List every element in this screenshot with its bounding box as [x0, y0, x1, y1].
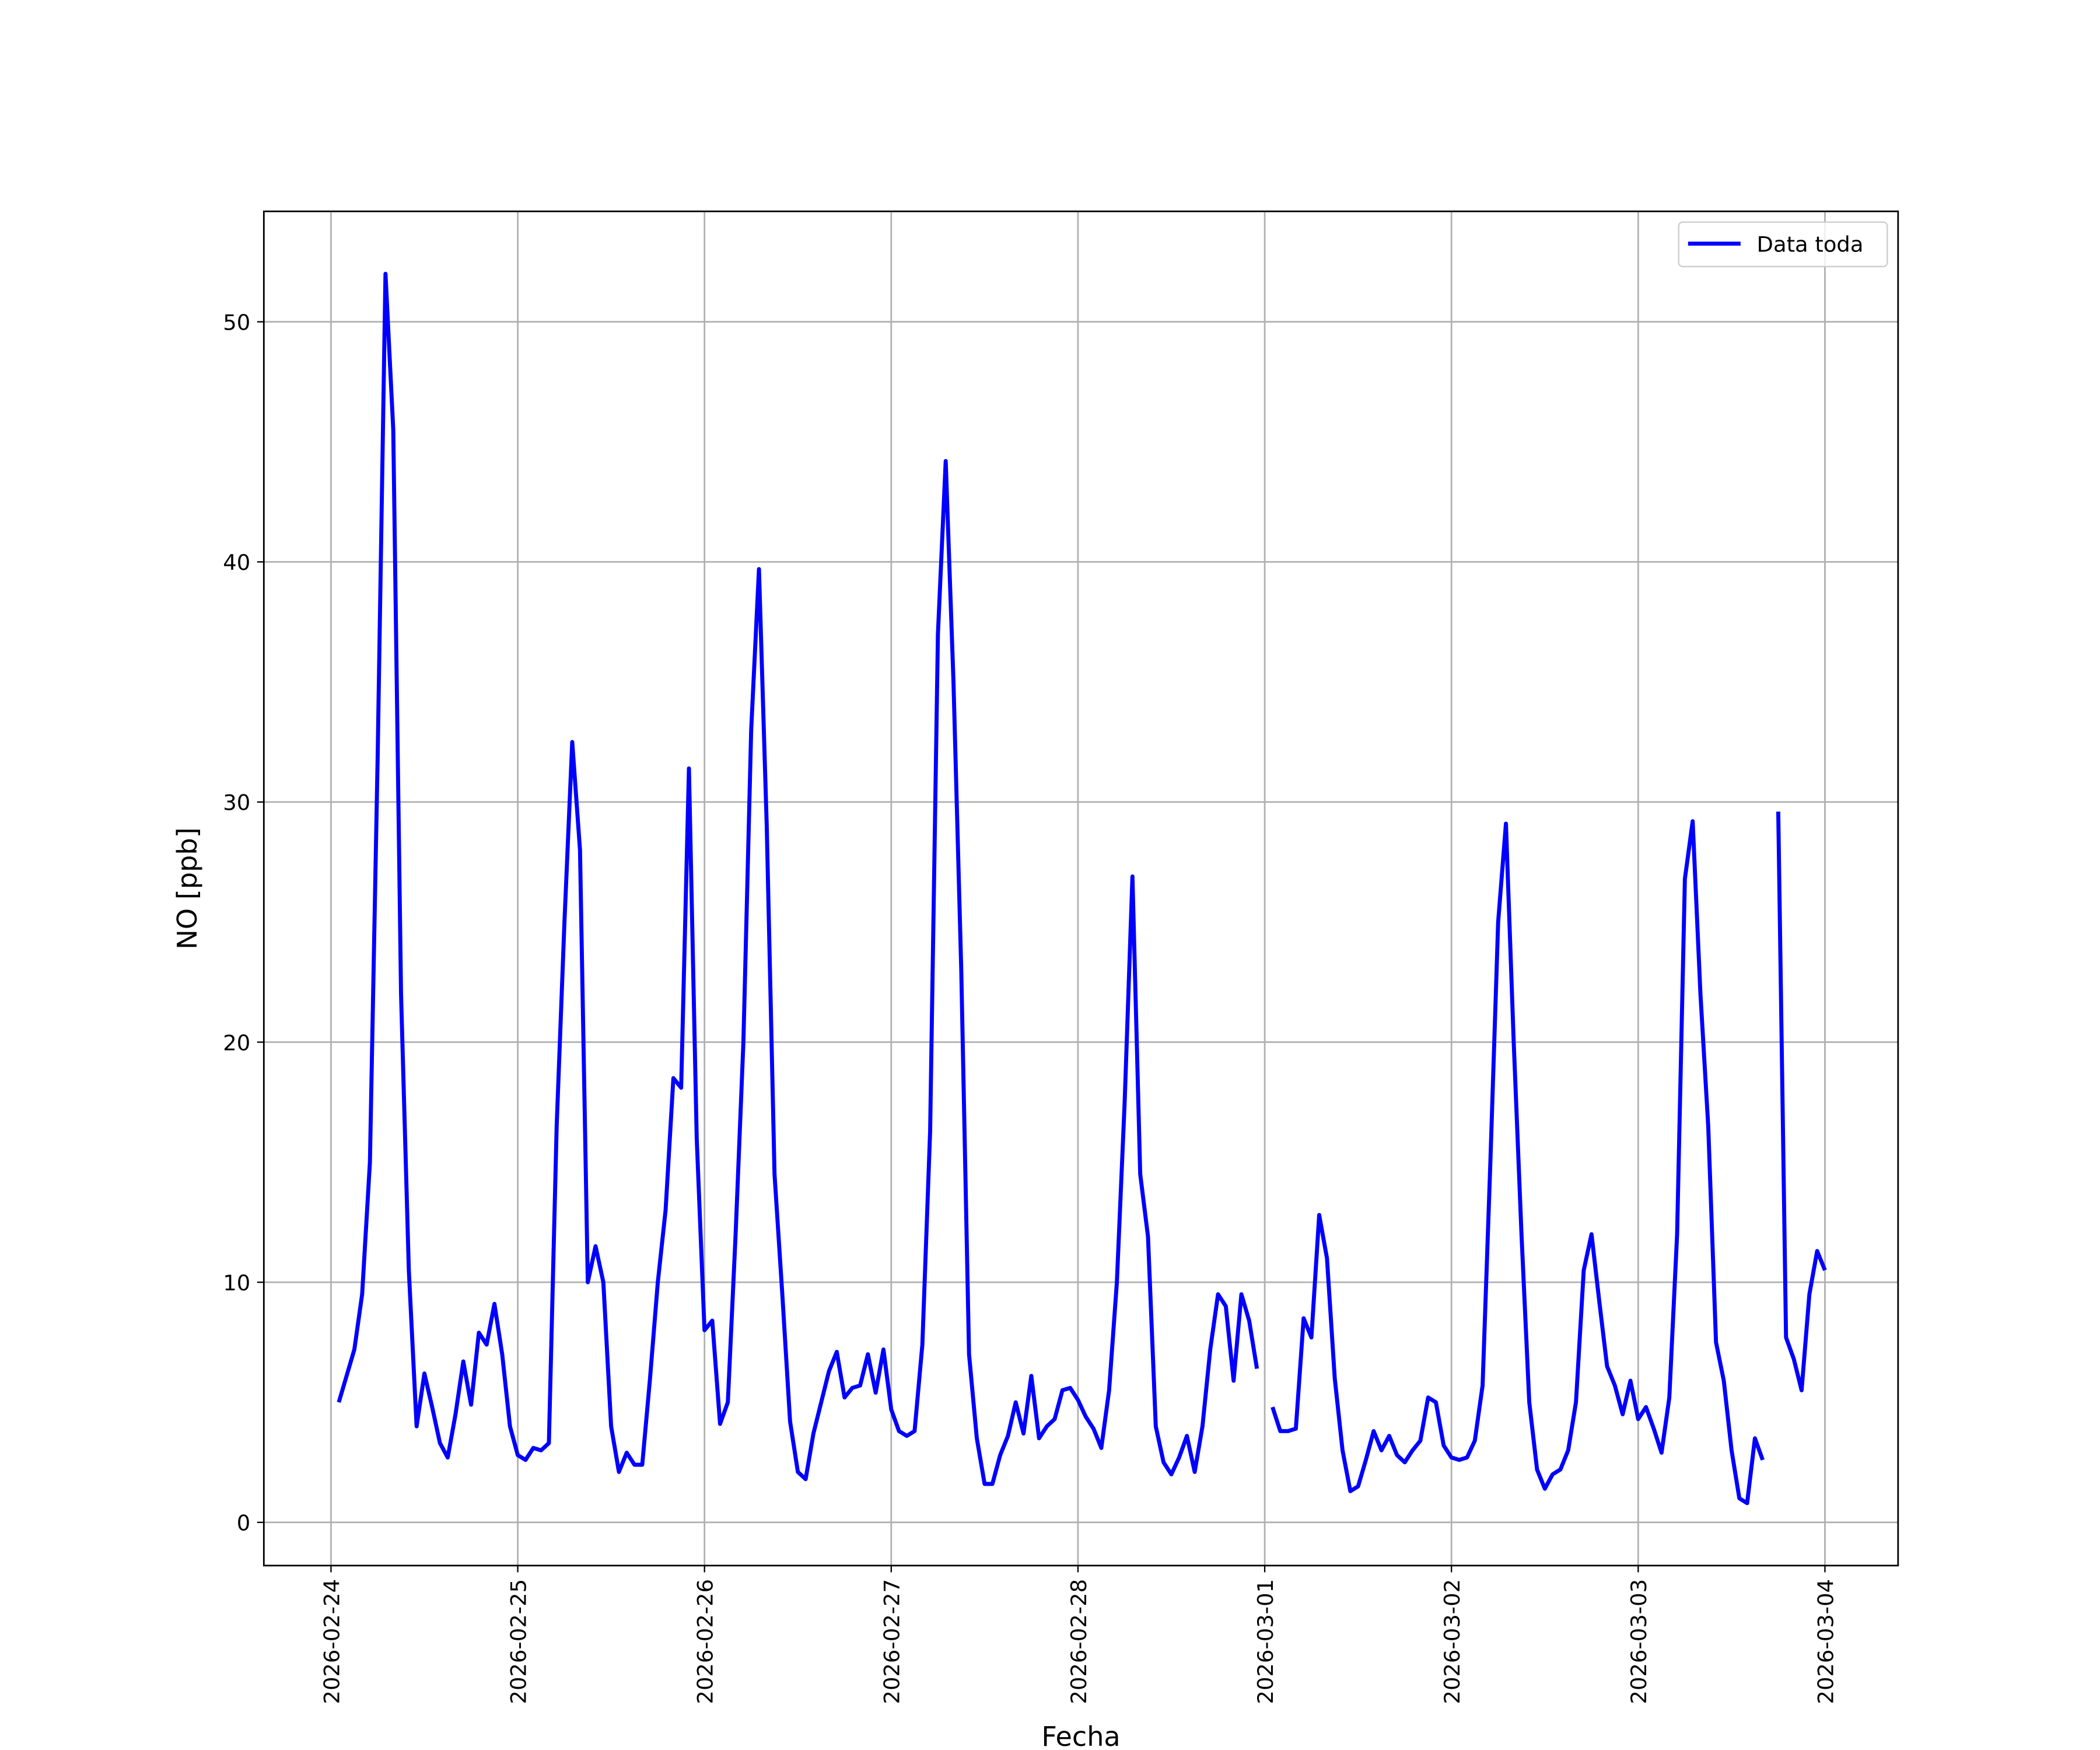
- x-tick-label: 2026-02-27: [880, 1579, 905, 1704]
- y-axis-label: NO [ppb]: [172, 827, 203, 949]
- data-line: [337, 271, 1827, 1506]
- y-tick-label: 0: [237, 1511, 250, 1536]
- x-tick-label: 2026-02-28: [1066, 1579, 1091, 1704]
- x-tick-label: 2026-02-26: [693, 1579, 718, 1704]
- x-tick-label: 2026-03-03: [1626, 1579, 1651, 1704]
- x-tick-label: 2026-03-01: [1253, 1579, 1278, 1704]
- y-tick-label: 50: [223, 310, 250, 335]
- legend: Data toda: [1678, 221, 1888, 268]
- plot-frame: [262, 210, 1899, 1567]
- y-tick-label: 10: [223, 1270, 250, 1296]
- y-tick-label: 40: [223, 550, 250, 575]
- x-tick-label: 2026-02-25: [506, 1579, 531, 1704]
- x-tick-label: 2026-03-02: [1440, 1579, 1465, 1704]
- y-tick-label: 20: [223, 1030, 250, 1055]
- x-tick-label: 2026-03-04: [1813, 1579, 1838, 1704]
- y-tick-label: 30: [223, 790, 250, 816]
- legend-label: Data toda: [1757, 232, 1864, 257]
- x-axis-label: Fecha: [1041, 1721, 1120, 1750]
- x-tick-label: 2026-02-24: [319, 1579, 344, 1704]
- legend-box: [1678, 221, 1888, 268]
